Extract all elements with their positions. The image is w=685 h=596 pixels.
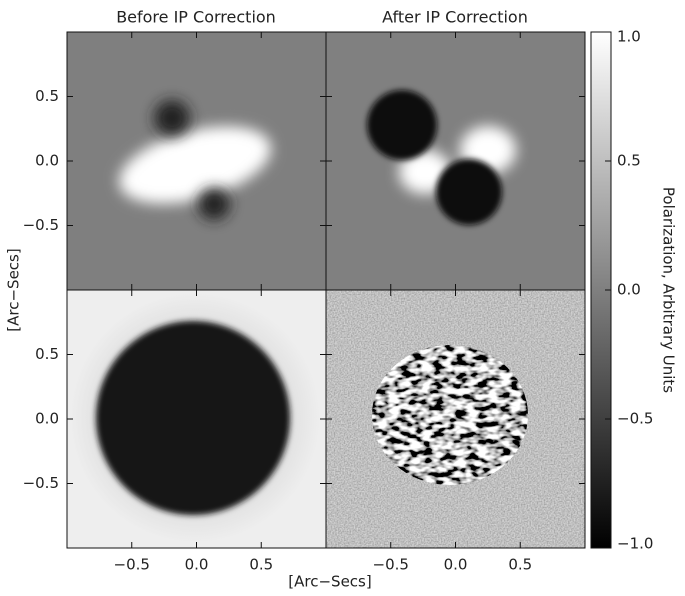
panel-title: Before IP Correction (116, 8, 276, 27)
x-axis-label: [Arc−Secs] (288, 573, 371, 591)
colorbar-tick-label: 0.0 (617, 281, 641, 299)
colorbar-tick-label: 1.0 (617, 28, 641, 46)
panel-before-bottom (67, 290, 326, 548)
y-tick-label: −0.5 (23, 216, 59, 234)
panel-after-bottom (326, 290, 585, 548)
x-tick-label: 0.5 (249, 556, 273, 574)
colorbar-tick-label: −1.0 (617, 535, 653, 553)
panel-after-top (326, 32, 585, 290)
y-tick-label: 0.5 (35, 345, 59, 363)
x-tick-label: 0.0 (185, 556, 209, 574)
x-tick-label: −0.5 (373, 556, 409, 574)
colorbar-tick-label: 0.5 (617, 152, 641, 170)
y-tick-label: −0.5 (23, 474, 59, 492)
colorbar-tick-label: −0.5 (617, 410, 653, 428)
panel-title: After IP Correction (382, 8, 528, 27)
y-axis-label: [Arc−Secs] (5, 248, 23, 331)
y-tick-label: 0.0 (35, 152, 59, 170)
x-tick-label: 0.5 (508, 556, 532, 574)
colorbar-label: Polarization, Arbitrary Units (660, 187, 678, 393)
y-tick-label: 0.0 (35, 410, 59, 428)
x-tick-label: 0.0 (444, 556, 468, 574)
x-tick-label: −0.5 (114, 556, 150, 574)
y-tick-label: 0.5 (35, 87, 59, 105)
panel-before-top (67, 32, 326, 290)
